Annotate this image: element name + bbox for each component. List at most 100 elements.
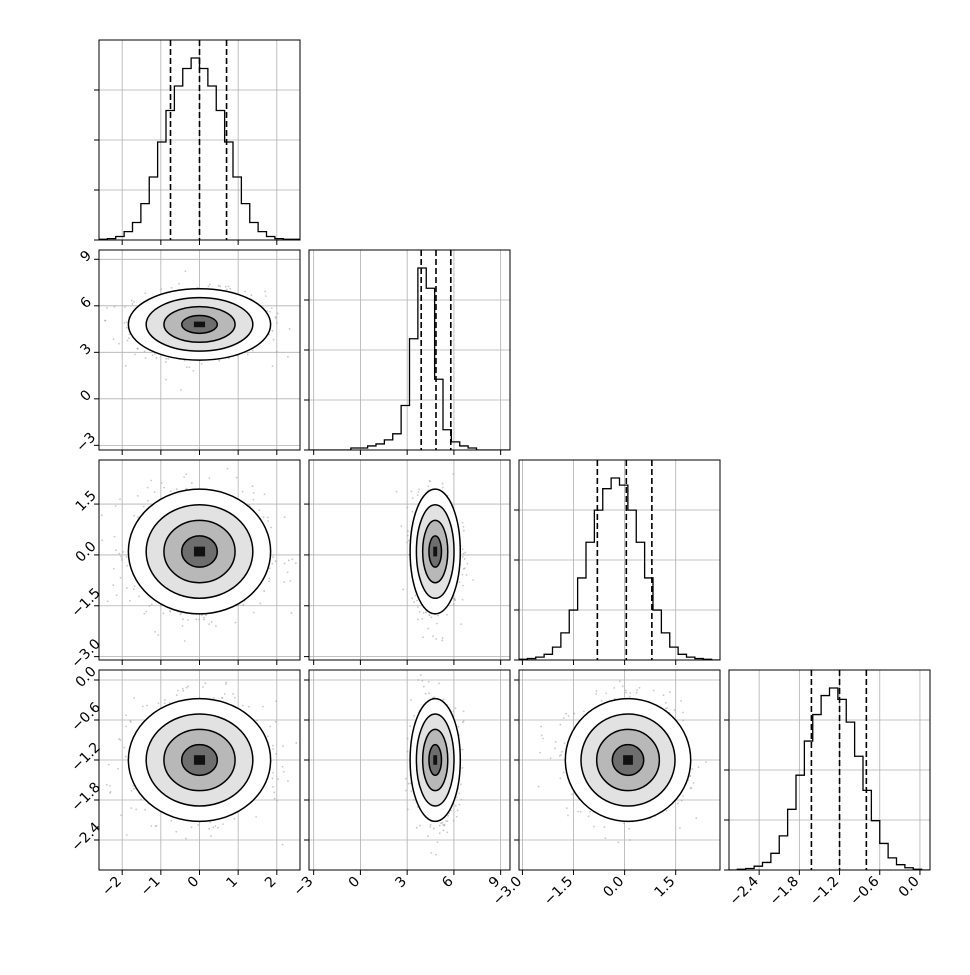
scatter-point — [446, 831, 448, 833]
scatter-point — [435, 638, 437, 640]
scatter-point — [227, 468, 229, 470]
scatter-point — [416, 827, 418, 829]
scatter-point — [232, 693, 234, 695]
scatter-point — [259, 603, 261, 605]
scatter-point — [233, 818, 235, 820]
scatter-point — [287, 780, 289, 782]
scatter-point — [126, 565, 128, 567]
scatter-point — [276, 351, 278, 353]
scatter-point — [229, 288, 231, 290]
scatter-point — [282, 844, 284, 846]
scatter-point — [125, 726, 127, 728]
scatter-point — [126, 321, 128, 323]
scatter-point — [177, 690, 179, 692]
scatter-point — [218, 360, 220, 362]
scatter-point — [165, 358, 167, 360]
scatter-point — [462, 749, 464, 751]
panel-content — [309, 250, 510, 450]
scatter-point — [225, 683, 227, 685]
scatter-point — [132, 303, 134, 305]
scatter-point — [163, 487, 165, 489]
panel-content — [309, 670, 510, 870]
panel-content — [77, 460, 300, 660]
scatter-point — [144, 292, 146, 294]
scatter-point — [222, 823, 224, 825]
scatter-point — [163, 612, 165, 614]
scatter-point — [128, 337, 130, 339]
scatter-point — [453, 710, 455, 712]
scatter-point — [146, 705, 148, 707]
scatter-point — [121, 559, 123, 561]
scatter-point — [151, 603, 153, 605]
scatter-point — [463, 710, 465, 712]
scatter-point — [460, 623, 462, 625]
scatter-point — [149, 605, 151, 607]
scatter-point — [436, 623, 438, 625]
scatter-point — [461, 767, 463, 769]
scatter-point — [184, 270, 186, 272]
scatter-point — [178, 283, 180, 285]
y-tick-label: 0 — [77, 387, 95, 405]
scatter-point — [197, 824, 199, 826]
scatter-point — [101, 514, 103, 516]
scatter-point — [218, 285, 220, 287]
y-tick-label: 9 — [77, 248, 95, 266]
scatter-point — [251, 294, 253, 296]
scatter-point — [462, 599, 464, 601]
scatter-point — [264, 493, 266, 495]
scatter-point — [454, 597, 456, 599]
scatter-point — [234, 697, 236, 699]
scatter-point — [464, 552, 466, 554]
scatter-point — [442, 822, 444, 824]
scatter-point — [143, 506, 145, 508]
scatter-point — [203, 619, 205, 621]
scatter-point — [228, 286, 230, 288]
scatter-point — [665, 702, 667, 704]
scatter-point — [191, 482, 193, 484]
scatter-point — [413, 799, 415, 801]
scatter-point — [409, 725, 411, 727]
scatter-point — [283, 581, 285, 583]
scatter-point — [417, 619, 419, 621]
scatter-point — [133, 588, 135, 590]
scatter-point — [413, 601, 415, 603]
scatter-point — [118, 738, 120, 740]
scatter-point — [182, 625, 184, 627]
scatter-point — [213, 697, 215, 699]
scatter-point — [164, 699, 166, 701]
scatter-point — [187, 619, 189, 621]
scatter-point — [147, 487, 149, 489]
scatter-point — [272, 772, 274, 774]
scatter-point — [191, 826, 193, 828]
scatter-point — [589, 811, 591, 813]
scatter-point — [120, 556, 122, 558]
scatter-point — [115, 549, 117, 551]
x-tick-label: 0 — [185, 874, 203, 892]
y-tick-label: 1.5 — [73, 488, 100, 515]
scatter-point — [290, 612, 292, 614]
scatter-point — [208, 477, 210, 479]
scatter-point — [195, 618, 197, 620]
scatter-point — [464, 558, 466, 560]
scatter-point — [120, 577, 122, 579]
scatter-point — [437, 841, 439, 843]
scatter-point — [275, 700, 277, 702]
scatter-point — [338, 785, 340, 787]
scatter-point — [421, 618, 423, 620]
scatter-point — [287, 356, 289, 358]
scatter-point — [126, 556, 128, 558]
scatter-point — [463, 530, 465, 532]
scatter-point — [288, 560, 290, 562]
scatter-point — [158, 702, 160, 704]
scatter-point — [201, 363, 203, 365]
scatter-point — [183, 476, 185, 478]
scatter-point — [464, 567, 466, 569]
scatter-point — [109, 785, 111, 787]
scatter-point — [109, 792, 111, 794]
scatter-point — [164, 702, 166, 704]
scatter-point — [462, 522, 464, 524]
scatter-point — [433, 828, 435, 830]
scatter-point — [422, 636, 424, 638]
